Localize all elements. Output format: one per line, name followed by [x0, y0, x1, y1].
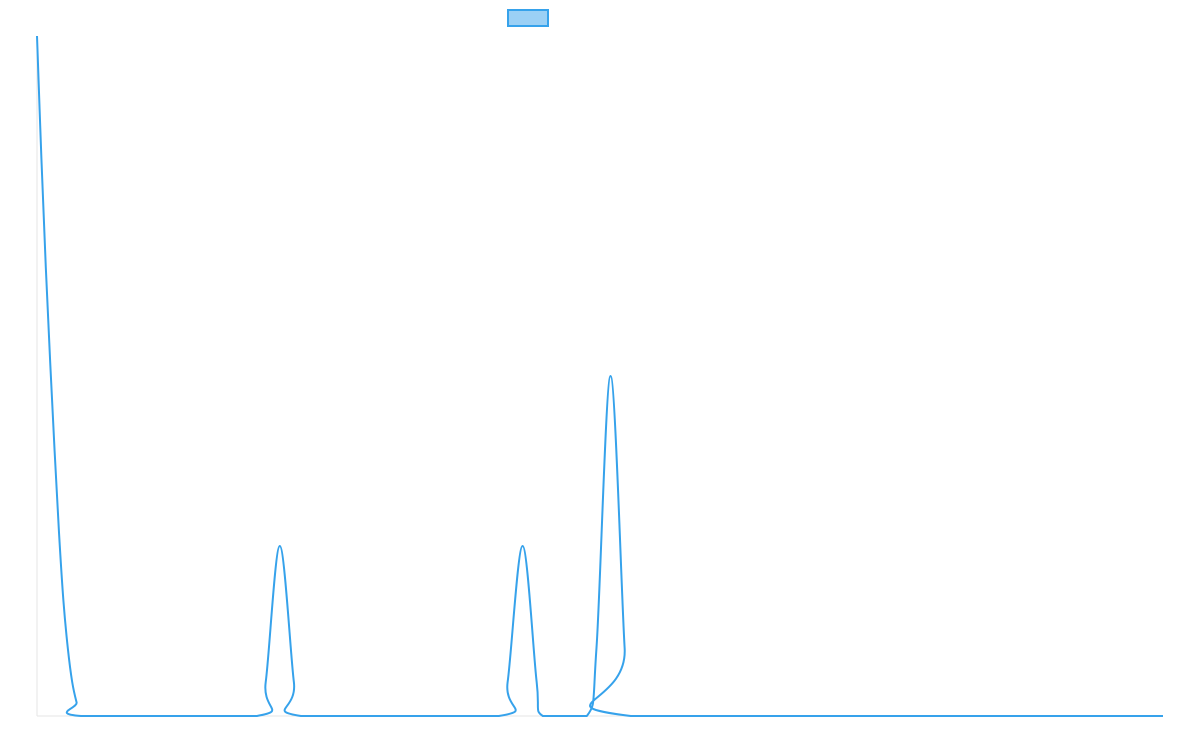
- legend-swatch[interactable]: [507, 9, 549, 27]
- series-line: [36, 35, 1163, 718]
- series-group: [36, 35, 1163, 718]
- legend[interactable]: [507, 9, 549, 27]
- axes: [36, 36, 1163, 717]
